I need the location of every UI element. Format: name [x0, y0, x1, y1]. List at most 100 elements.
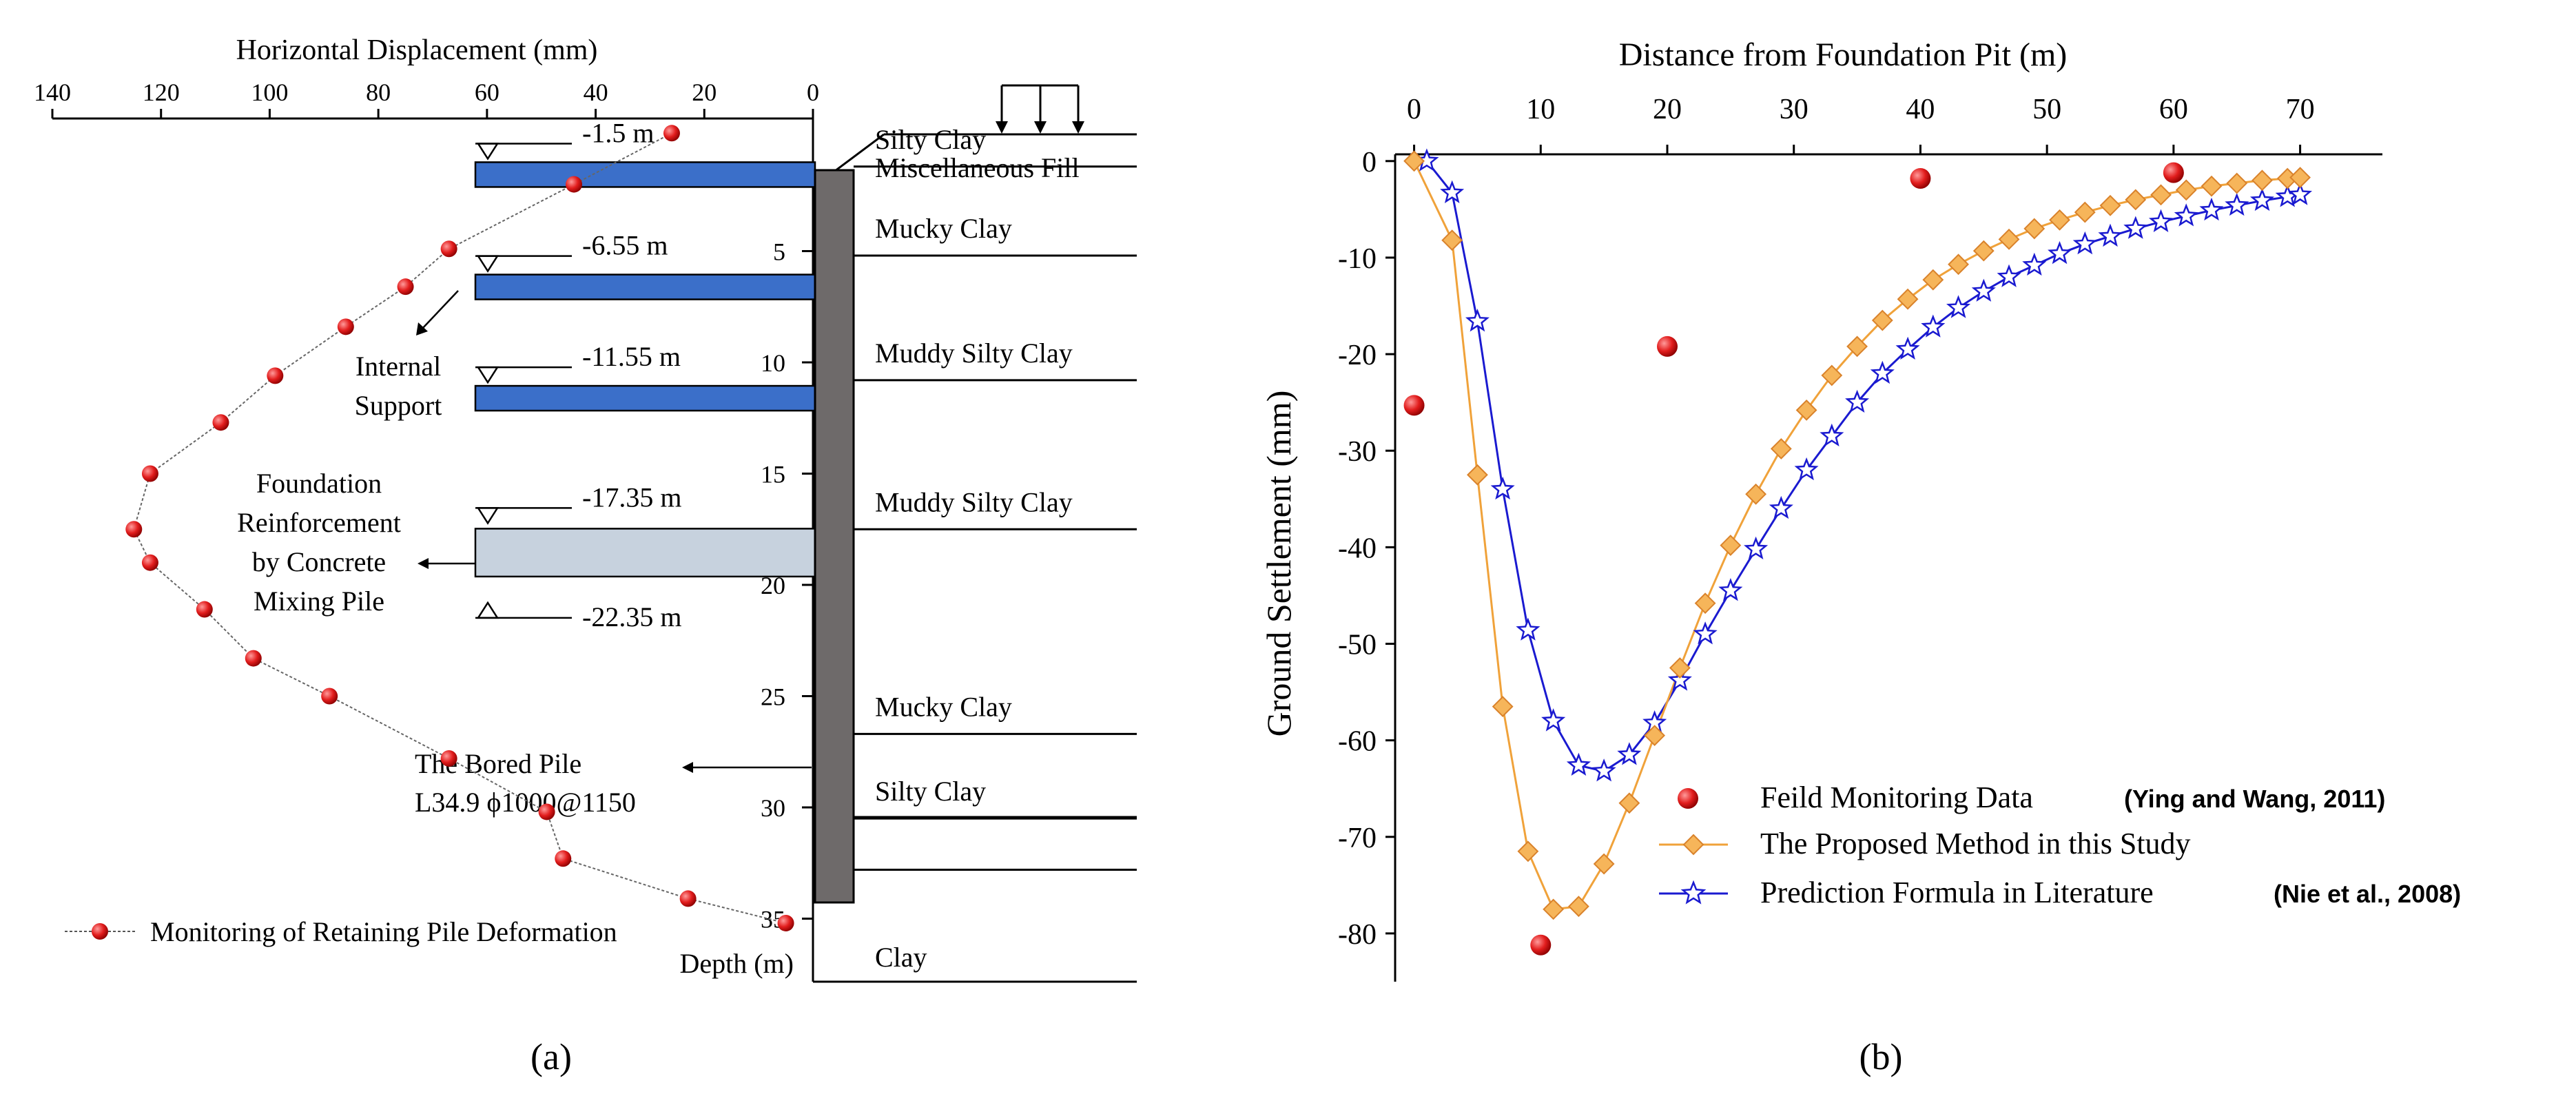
b-y-tick-label: -40: [1338, 533, 1377, 564]
a-monitoring-point: [245, 650, 262, 667]
b-x-axis-ticks: 0 10 20 30 40 50 60 70: [1407, 94, 2315, 154]
a-internal-supports: -1.5 m -6.55 m -11.55 m: [474, 117, 816, 412]
a-depth-tick-label: 5: [773, 238, 785, 266]
b-field-point: [1403, 395, 1425, 416]
b-literature-point: [2199, 197, 2224, 221]
a-soil-layer-label: Clay: [875, 942, 927, 973]
a-monitoring-point: [141, 465, 158, 482]
b-literature-point: [2123, 216, 2148, 239]
b-literature-point: [1794, 457, 1819, 481]
b-x-tick-label: 30: [1780, 94, 1809, 125]
a-soil-layer-label: Mucky Clay: [875, 691, 1012, 722]
a-top-tick-label: 40: [584, 79, 608, 106]
a-horizontal-axis-title: Horizontal Displacement (mm): [236, 34, 598, 66]
a-monitoring-point: [196, 601, 213, 618]
a-monitoring-point: [321, 688, 338, 705]
b-literature-point: [1718, 577, 1743, 601]
b-legend-field-label: Feild Monitoring Data: [1760, 781, 2033, 814]
b-x-tick-label: 70: [2286, 94, 2315, 125]
a-soil-layer-label: Muddy Silty Clay: [875, 486, 1073, 517]
b-y-tick-label: -70: [1338, 823, 1377, 854]
a-support-strut: [474, 384, 816, 412]
b-field-point: [1656, 335, 1678, 357]
b-x-tick-label: 10: [1526, 94, 1555, 125]
a-soil-layer-label: Silty Clay: [875, 124, 986, 155]
a-monitoring-point: [440, 240, 457, 258]
b-literature-point: [1997, 264, 2021, 287]
b-x-tick-label: 40: [1906, 94, 1935, 125]
a-monitoring-point: [440, 750, 457, 767]
b-y-tick-label: -20: [1338, 340, 1377, 371]
b-literature-point: [2048, 240, 2072, 265]
a-level-marker-icon: [476, 601, 499, 619]
b-proposed-point: [1644, 725, 1666, 747]
b-proposed-point: [2289, 167, 2311, 189]
a-depth-tick-label: 15: [761, 461, 785, 488]
b-legend-literature-label: Prediction Formula in Literature: [1760, 876, 2154, 909]
a-monitoring-point: [777, 914, 794, 931]
b-literature-point: [1465, 308, 1490, 332]
a-support-strut: [474, 273, 816, 300]
b-y-tick-label: -80: [1338, 919, 1377, 951]
b-proposed-point: [1720, 535, 1742, 556]
a-level-marker-icon: [476, 507, 499, 525]
b-proposed-point: [2023, 218, 2046, 240]
a-level-label: -11.55 m: [582, 341, 681, 372]
a-soil-layer-label: Muddy Silty Clay: [875, 338, 1073, 369]
b-proposed-point: [2201, 175, 2223, 197]
b-literature-point: [1769, 495, 1793, 519]
a-reinforce-line4: Mixing Pile: [254, 586, 384, 617]
a-monitoring-point: [663, 125, 680, 142]
b-literature-point: [1895, 336, 1920, 360]
a-surface-load-icon: [996, 84, 1084, 134]
b-x-tick-label: 50: [2032, 94, 2061, 125]
a-monitoring-point: [337, 318, 354, 335]
b-field-point: [2163, 162, 2184, 183]
b-literature-point: [2225, 192, 2249, 216]
b-proposed-point: [1948, 254, 1969, 276]
a-top-tick-label: 0: [807, 79, 819, 106]
a-horizontal-axis-ticks: 140 120 100 80 60 40 20 0: [34, 79, 819, 118]
b-legend-literature-marker: [1680, 880, 1707, 905]
a-level-marker-icon: [476, 255, 499, 273]
a-reinforcement-block: [474, 528, 816, 578]
b-proposed-point: [1897, 288, 1919, 310]
a-support-strut: [474, 161, 816, 188]
b-literature-point: [2072, 231, 2097, 255]
b-literature-point: [1566, 752, 1591, 776]
b-literature-point: [1617, 742, 1642, 765]
a-reinforce-line1: Foundation: [256, 468, 382, 499]
panel-b: Distance from Foundation Pit (m) 0 10 20 30…: [1259, 37, 2461, 1077]
b-proposed-point: [1922, 269, 1944, 291]
b-proposed-point: [1694, 592, 1716, 615]
a-panel-label: (a): [530, 1036, 572, 1077]
a-bored-pile-annotation: The Bored Pile L34.9 ϕ1000@1150: [415, 748, 812, 818]
b-proposed-point: [1972, 240, 1995, 262]
b-x-axis-title: Distance from Foundation Pit (m): [1619, 37, 2068, 73]
b-series-group: [1403, 148, 2313, 956]
a-monitoring-point: [397, 278, 414, 296]
a-bored-pile: [814, 169, 855, 904]
a-internal-support-annotation: Internal Support: [355, 290, 459, 421]
a-level-label: -17.35 m: [582, 482, 681, 513]
a-monitoring-point: [566, 176, 583, 193]
b-proposed-point: [1467, 464, 1488, 486]
a-top-tick-label: 140: [34, 79, 71, 106]
b-field-point: [1910, 168, 1931, 189]
b-x-tick-label: 0: [1407, 94, 1421, 125]
b-proposed-point: [1998, 228, 2020, 250]
b-proposed-point: [1669, 657, 1691, 679]
b-legend-field-marker: [1678, 788, 1698, 809]
a-monitoring-point: [679, 890, 697, 907]
a-monitoring-line: [133, 132, 786, 924]
a-level-marker-icon: [476, 366, 499, 384]
a-top-tick-label: 60: [475, 79, 499, 106]
b-legend: Feild Monitoring Data (Ying and Wang, 20…: [1659, 781, 2461, 909]
b-literature-point: [1744, 536, 1769, 560]
b-literature-point: [2174, 203, 2198, 227]
a-level-label: -22.35 m: [582, 601, 681, 632]
a-bored-pile-line2: L34.9 ϕ1000@1150: [415, 787, 636, 818]
b-literature-point: [1693, 621, 1718, 645]
a-legend-label: Monitoring of Retaining Pile Deformation: [150, 916, 617, 947]
